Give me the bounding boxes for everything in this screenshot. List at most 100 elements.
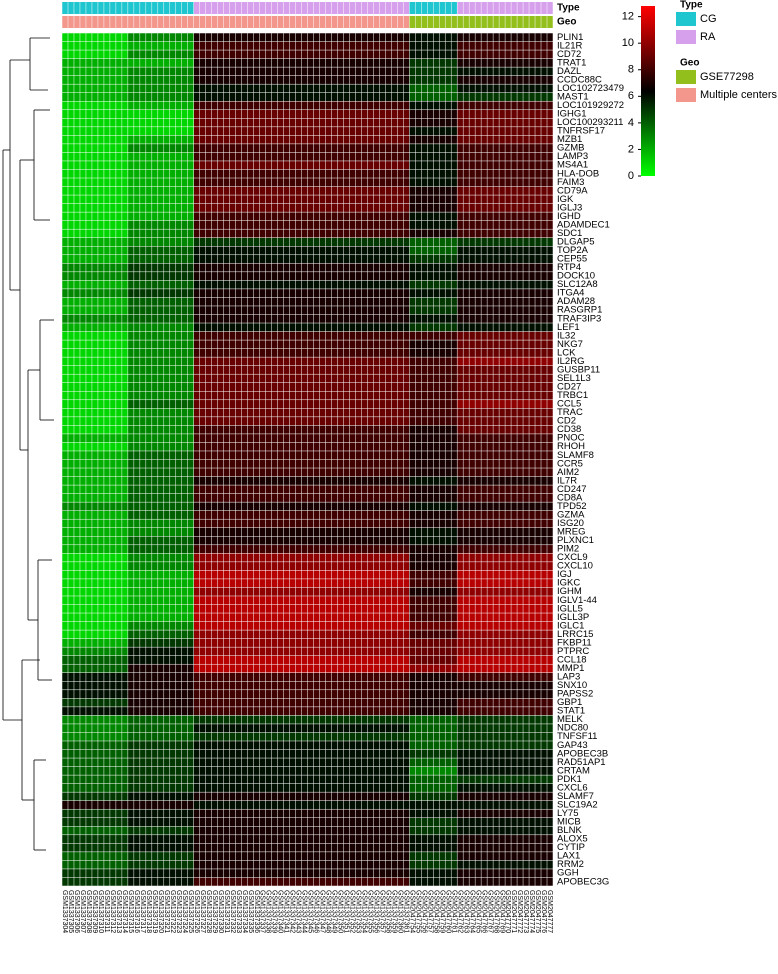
row-label: GBP1 <box>557 697 582 708</box>
row-label: IGLC1 <box>557 620 584 631</box>
column-label: GSM2047763 <box>462 890 469 933</box>
column-label: GSM1337334 <box>241 890 248 933</box>
heatmap-cell <box>127 485 194 494</box>
column-label: GSM1337312 <box>109 890 116 933</box>
heatmap-cell <box>127 792 194 801</box>
row-label: IGHG1 <box>557 109 587 120</box>
heatmap-cell <box>127 84 194 93</box>
heatmap-cell <box>127 715 194 724</box>
row-label: TPD52 <box>557 501 587 512</box>
column-label: GSM1337309 <box>91 890 98 933</box>
heatmap-cell <box>62 689 128 699</box>
row-label: CCR5 <box>557 458 583 469</box>
heatmap-cell <box>62 433 128 443</box>
geo-annotation <box>62 16 128 28</box>
row-label: CD8A <box>557 492 583 503</box>
row-label: IGHM <box>557 586 582 597</box>
row-label: SDC1 <box>557 228 582 239</box>
row-label: MMP1 <box>557 663 584 674</box>
column-label: GSM1337342 <box>289 890 296 933</box>
row-label: IGJ <box>557 569 572 580</box>
heatmap-cell <box>127 143 194 153</box>
row-label: IGLV1-44 <box>557 595 597 606</box>
heatmap-cell <box>127 877 194 886</box>
heatmap-cell <box>62 374 128 383</box>
heatmap-cell <box>62 169 128 179</box>
row-label: MICB <box>557 817 581 828</box>
heatmap-cell <box>62 305 128 315</box>
row-label: SLC12A8 <box>557 279 598 290</box>
heatmap-cell <box>62 510 128 520</box>
row-label: TNFSF11 <box>557 731 597 742</box>
row-label: IL32 <box>557 330 576 341</box>
column-label: GSM2047761 <box>450 890 457 933</box>
row-label: LOC101929272 <box>557 100 624 111</box>
row-label: MS4A1 <box>557 160 588 171</box>
legend-swatch <box>676 70 696 84</box>
row-label: PNOC <box>557 433 585 444</box>
heatmap-cell <box>127 655 194 665</box>
annotation-title: Type <box>557 3 580 14</box>
column-label: GSM1337351 <box>343 890 350 933</box>
heatmap-cell <box>62 160 128 170</box>
heatmap-cell <box>62 527 128 537</box>
row-label: TRAF3IP3 <box>557 313 601 324</box>
row-label: IGK <box>557 194 574 205</box>
heatmap-cell <box>127 425 194 434</box>
column-label: GSM1337330 <box>217 890 224 933</box>
row-label: SLC19A2 <box>557 799 598 810</box>
row-label: CEP55 <box>557 254 587 265</box>
heatmap-cell <box>127 382 194 392</box>
heatmap-cell <box>127 672 194 682</box>
heatmap-cell <box>127 178 194 187</box>
row-label: IL7R <box>557 475 577 486</box>
heatmap-cell <box>127 843 194 852</box>
heatmap-cell <box>62 331 128 341</box>
column-label: GSM1337357 <box>379 890 386 933</box>
heatmap-cell <box>62 561 128 571</box>
row-label: BLNK <box>557 825 582 836</box>
column-label: GSM1337317 <box>139 890 146 933</box>
row-label: CD72 <box>557 49 581 60</box>
heatmap-cell <box>127 271 194 281</box>
row-label: ADAM28 <box>557 296 595 307</box>
heatmap-cell <box>62 399 128 409</box>
column-label: GSM1337307 <box>79 890 86 933</box>
column-label: GSM2047760 <box>444 890 451 933</box>
legend-title: Type <box>680 0 703 11</box>
heatmap-cell <box>62 664 128 673</box>
annotation-title: Geo <box>557 17 576 28</box>
heatmap-cell <box>127 706 194 716</box>
row-label: TNFRSF17 <box>557 126 605 137</box>
row-label: LRRC15 <box>557 629 593 640</box>
column-label: GSM1337335 <box>247 890 254 933</box>
row-label: SEL1L3 <box>557 373 591 384</box>
column-label: GSM1337344 <box>301 890 308 933</box>
row-label: ALOX5 <box>557 834 588 845</box>
row-label: FKBP11 <box>557 637 592 648</box>
heatmap-cell <box>62 493 128 503</box>
row-label: GZMB <box>557 143 584 154</box>
column-label: GSM1337361 <box>402 890 409 933</box>
colorbar-tick-label: 0 <box>628 170 634 182</box>
colorbar-tick-label: 8 <box>628 64 634 76</box>
heatmap-cell <box>127 323 194 332</box>
heatmap-cell <box>127 749 194 759</box>
heatmap-cell <box>127 527 194 537</box>
row-label: ISG20 <box>557 518 584 529</box>
row-label: DAZL <box>557 66 581 77</box>
row-label: IL2RG <box>557 356 584 367</box>
heatmap-cell <box>127 340 194 349</box>
column-label: GSM1337347 <box>319 890 326 933</box>
heatmap-cell <box>127 41 194 51</box>
heatmap-cell <box>127 519 194 528</box>
heatmap-cell <box>127 578 194 588</box>
heatmap-cell <box>62 229 128 238</box>
heatmap-cell <box>62 442 128 451</box>
row-label: NKG7 <box>557 339 583 350</box>
heatmap-cell <box>127 809 194 818</box>
heatmap-cell <box>62 425 128 434</box>
column-label: GSM2047768 <box>492 890 499 933</box>
heatmap-cell <box>62 621 128 631</box>
heatmap-cell <box>62 809 128 818</box>
